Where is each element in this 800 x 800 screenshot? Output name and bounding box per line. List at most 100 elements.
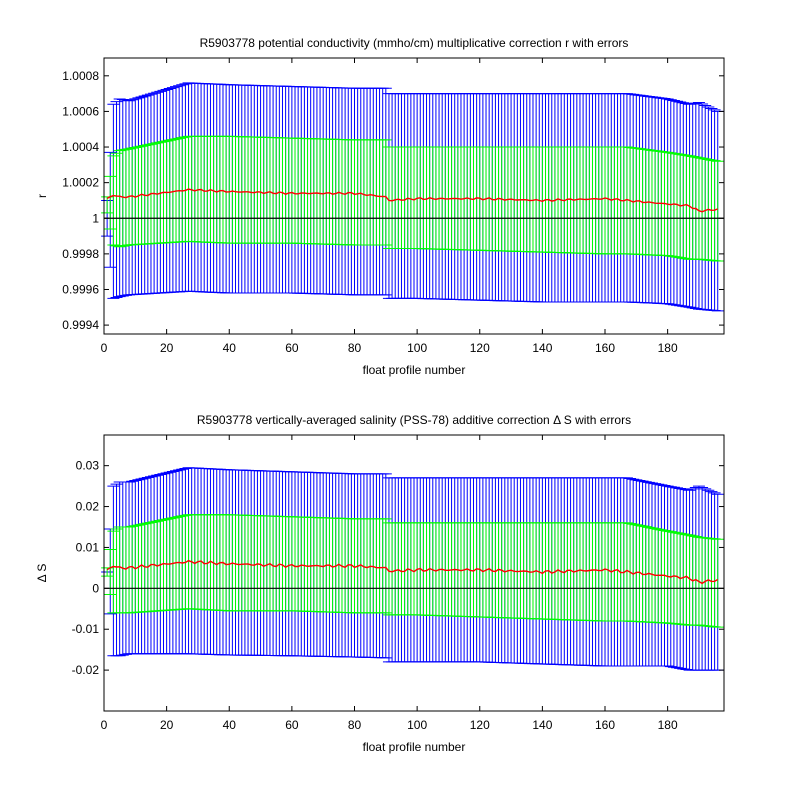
- inner-error-bar: [310, 138, 323, 245]
- inner-error-bar: [245, 136, 258, 244]
- inner-error-bar: [304, 138, 317, 245]
- panel-1-x-tick-label: 140: [532, 341, 552, 355]
- inner-error-bar: [398, 146, 411, 250]
- inner-error-bar: [245, 514, 258, 612]
- inner-error-bar: [552, 522, 565, 621]
- inner-error-bar: [273, 137, 286, 244]
- inner-error-bar: [216, 135, 229, 244]
- panel-1-x-tick-label: 180: [658, 341, 678, 355]
- panel-1-y-tick-label: 1.0002: [62, 176, 99, 190]
- inner-error-bar: [285, 516, 298, 612]
- panel-1-x-tick-label: 20: [160, 341, 174, 355]
- inner-error-bar: [595, 146, 608, 255]
- inner-error-bar: [608, 146, 621, 255]
- inner-error-bar: [295, 137, 308, 244]
- inner-error-bar: [126, 525, 139, 614]
- inner-error-bar: [213, 135, 226, 244]
- inner-error-bar: [285, 137, 298, 244]
- inner-error-bar: [386, 146, 399, 250]
- inner-error-bar: [282, 516, 295, 612]
- panel-1-x-tick-label: 100: [407, 341, 427, 355]
- inner-error-bar: [395, 522, 408, 616]
- inner-error-bar: [107, 155, 120, 246]
- inner-error-bar: [696, 157, 709, 261]
- inner-error-bar: [201, 135, 214, 243]
- inner-error-bar: [307, 516, 320, 613]
- inner-error-bar: [320, 138, 333, 245]
- panel-1-y-tick-label: 0.9998: [62, 247, 99, 261]
- panel-1-y-tick-label: 1.0006: [62, 104, 99, 118]
- panel-2-x-tick-label: 100: [407, 718, 427, 732]
- inner-error-bar: [292, 516, 305, 612]
- panel-1-inner-error-bars: [101, 135, 724, 262]
- inner-error-bar: [257, 515, 270, 612]
- inner-error-bar: [364, 139, 377, 246]
- inner-error-bar: [248, 515, 261, 612]
- inner-error-bar: [589, 146, 602, 255]
- panel-1-x-tick-label: 40: [223, 341, 237, 355]
- panel-2-y-axis-label: Δ S: [35, 564, 49, 583]
- inner-error-bar: [599, 146, 612, 255]
- inner-error-bar: [116, 149, 129, 247]
- panel-2-axes-box: [103, 434, 725, 712]
- inner-error-bar: [395, 146, 408, 250]
- inner-error-bar: [586, 522, 599, 622]
- panel-1-y-tick-label: 1.0008: [62, 69, 99, 83]
- inner-error-bar: [242, 514, 255, 612]
- inner-error-bar: [148, 521, 161, 612]
- inner-error-bar: [263, 137, 276, 244]
- panel-1-y-tick-label: 1: [92, 211, 99, 225]
- inner-error-bar: [392, 522, 405, 616]
- inner-error-bar: [592, 146, 605, 255]
- inner-error-bar: [101, 196, 114, 214]
- inner-error-bar: [270, 515, 283, 612]
- inner-error-bar: [389, 146, 402, 250]
- inner-error-bar: [210, 135, 223, 244]
- inner-error-bar: [119, 526, 132, 614]
- panel-1-x-tick-label: 120: [470, 341, 490, 355]
- inner-error-bar: [113, 526, 126, 614]
- panel-1-x-tick-label: 60: [285, 341, 299, 355]
- inner-error-bar: [599, 522, 612, 622]
- inner-error-bar: [592, 522, 605, 622]
- panel-1-x-tick-label: 80: [348, 341, 362, 355]
- inner-error-bar: [367, 139, 380, 246]
- inner-error-bar: [260, 136, 273, 244]
- inner-error-bar: [705, 538, 718, 627]
- inner-error-bar: [220, 135, 233, 244]
- inner-error-bar: [104, 548, 117, 595]
- panel-1-y-axis-label: r: [35, 194, 49, 198]
- inner-error-bar: [229, 136, 242, 244]
- panel-2-y-tick-label: 0: [92, 581, 99, 595]
- inner-error-bar: [110, 152, 123, 247]
- inner-error-bar: [270, 137, 283, 244]
- inner-error-bar: [257, 136, 270, 244]
- panel-1-outer-error-bars: [101, 82, 724, 312]
- panel-2-correction-line: [106, 559, 719, 585]
- inner-error-bar: [326, 138, 339, 245]
- panel-2-title: R5903778 vertically-averaged salinity (P…: [197, 413, 631, 427]
- inner-error-bar: [279, 137, 292, 244]
- inner-error-bar: [376, 139, 389, 246]
- inner-error-bar: [671, 153, 684, 258]
- inner-error-bar: [389, 522, 402, 616]
- inner-error-bar: [351, 139, 364, 246]
- inner-error-bar: [357, 139, 370, 246]
- inner-error-bar: [382, 522, 395, 616]
- inner-error-bar: [276, 515, 289, 612]
- inner-error-bar: [317, 138, 330, 245]
- inner-error-bar: [708, 538, 721, 628]
- panel-2-y-tick-label: 0.03: [76, 459, 100, 473]
- inner-error-bar: [376, 518, 389, 614]
- inner-error-bar: [586, 146, 599, 255]
- panel-2-x-tick-label: 40: [223, 718, 237, 732]
- panel-2-x-tick-label: 20: [160, 718, 174, 732]
- inner-error-bar: [113, 150, 126, 248]
- inner-error-bar: [314, 138, 327, 245]
- inner-error-bar: [298, 137, 311, 245]
- inner-error-bar: [116, 526, 129, 614]
- inner-error-bar: [235, 136, 248, 244]
- inner-error-bar: [577, 146, 590, 254]
